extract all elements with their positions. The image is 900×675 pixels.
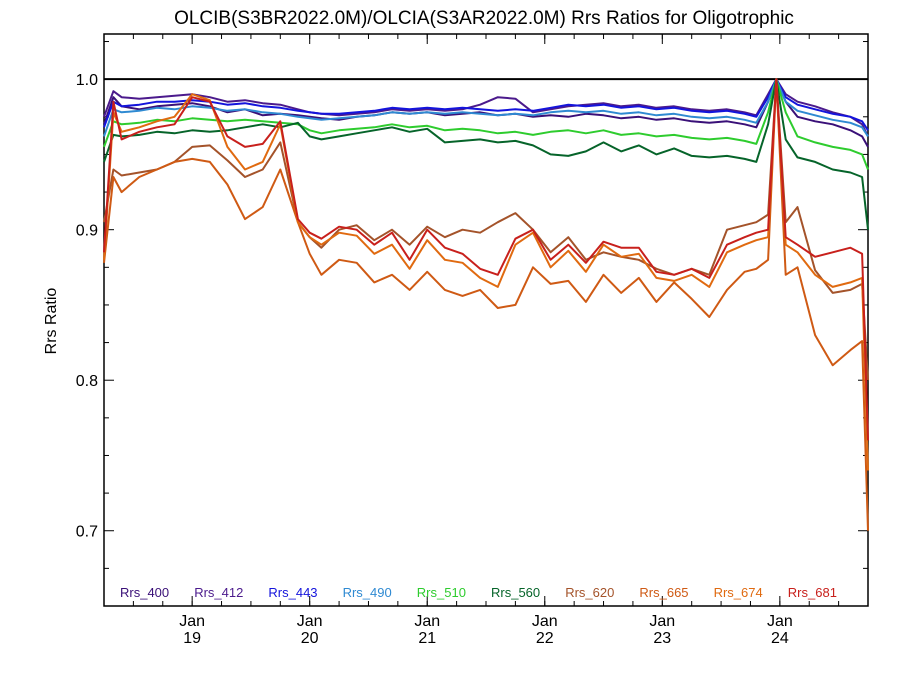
series-line-rrs-443 [103, 78, 869, 131]
series-line-rrs-560 [103, 78, 869, 230]
x-tick-label-month: Jan [179, 613, 205, 630]
legend-label: Rrs_665 [639, 585, 688, 600]
y-tick-label: 0.9 [76, 223, 98, 240]
x-tick-label-month: Jan [297, 613, 323, 630]
legend-label: Rrs_674 [714, 585, 763, 600]
series-line-rrs-490 [103, 78, 869, 137]
series-line-rrs-510 [103, 78, 869, 170]
y-tick-label: 1.0 [76, 72, 98, 89]
x-tick-label-year: 20 [301, 630, 319, 647]
legend-label: Rrs_620 [565, 585, 614, 600]
legend-label: Rrs_490 [343, 585, 392, 600]
legend-label: Rrs_400 [120, 585, 169, 600]
x-tick-label-year: 23 [653, 630, 671, 647]
x-tick-label-year: 24 [771, 630, 789, 647]
series-line-rrs-400 [103, 78, 869, 148]
legend-label: Rrs_681 [788, 585, 837, 600]
x-tick-label-month: Jan [532, 613, 558, 630]
series-line-rrs-681 [103, 78, 869, 441]
x-tick-label-month: Jan [767, 613, 793, 630]
series-line-rrs-674 [103, 78, 869, 471]
legend-label: Rrs_560 [491, 585, 540, 600]
x-tick-label-month: Jan [414, 613, 440, 630]
series-line-rrs-412 [103, 78, 869, 137]
y-tick-label: 0.8 [76, 373, 98, 390]
series-line-rrs-665 [103, 78, 869, 531]
x-tick-label-year: 21 [418, 630, 436, 647]
x-tick-label-year: 19 [183, 630, 201, 647]
x-tick-label-month: Jan [649, 613, 675, 630]
legend-label: Rrs_510 [417, 585, 466, 600]
x-tick-label-year: 22 [536, 630, 554, 647]
legend-label: Rrs_443 [268, 585, 317, 600]
legend-label: Rrs_412 [194, 585, 243, 600]
y-tick-label: 0.7 [76, 524, 98, 541]
plot-area: 0.70.80.91.0Jan19Jan20Jan21Jan22Jan23Jan… [76, 33, 869, 647]
chart-title: OLCIB(S3BR2022.0M)/OLCIA(S3AR2022.0M) Rr… [174, 8, 794, 29]
y-axis-label: Rrs Ratio [43, 288, 60, 355]
